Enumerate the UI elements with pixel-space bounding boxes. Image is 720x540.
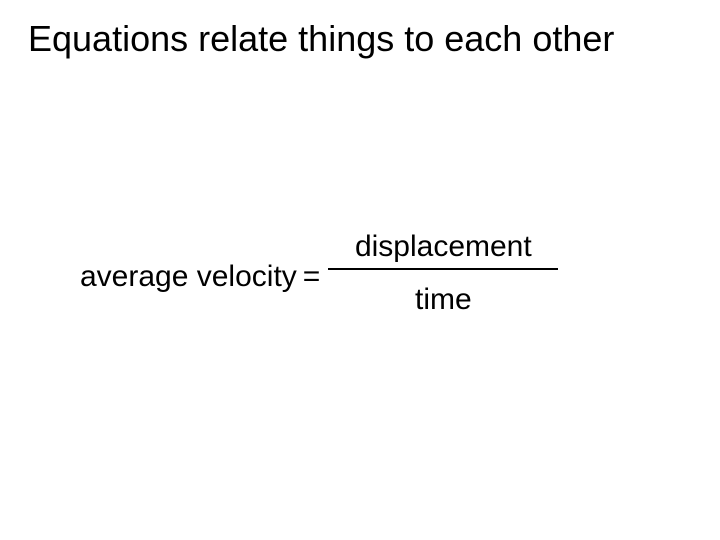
fraction-line xyxy=(328,268,558,270)
equation-lhs: average velocity xyxy=(80,260,297,294)
slide-title: Equations relate things to each other xyxy=(28,18,614,60)
fraction-denominator: time xyxy=(401,276,486,319)
fraction: displacement time xyxy=(328,246,558,319)
fraction-numerator: displacement xyxy=(341,232,546,262)
equals-sign: = xyxy=(303,260,321,294)
equation: average velocity = displacement time xyxy=(80,240,558,313)
slide: Equations relate things to each other av… xyxy=(0,0,720,540)
